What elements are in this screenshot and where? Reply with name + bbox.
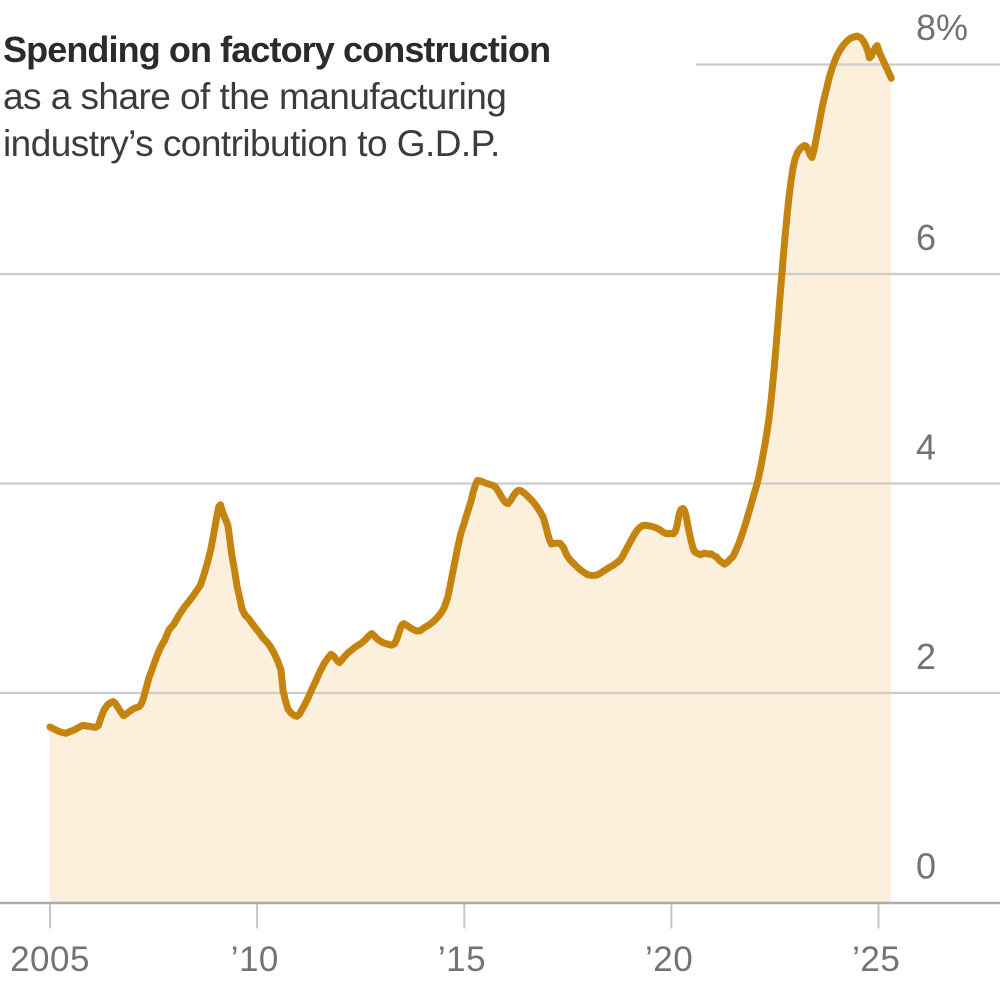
svg-text:industry’s contribution to G.D: industry’s contribution to G.D.P. bbox=[3, 123, 500, 164]
svg-text:’20: ’20 bbox=[645, 940, 693, 979]
svg-text:’10: ’10 bbox=[231, 940, 279, 979]
svg-text:4: 4 bbox=[916, 427, 936, 468]
svg-text:’15: ’15 bbox=[438, 940, 486, 979]
svg-text:8%: 8% bbox=[916, 7, 968, 48]
svg-text:6: 6 bbox=[916, 217, 936, 258]
svg-text:0: 0 bbox=[916, 846, 936, 887]
svg-text:Spending on factory constructi: Spending on factory construction bbox=[3, 29, 550, 70]
svg-text:2005: 2005 bbox=[10, 940, 90, 979]
svg-text:2: 2 bbox=[916, 636, 936, 677]
svg-text:as a share of the manufacturin: as a share of the manufacturing bbox=[3, 76, 506, 117]
svg-text:’25: ’25 bbox=[852, 940, 900, 979]
